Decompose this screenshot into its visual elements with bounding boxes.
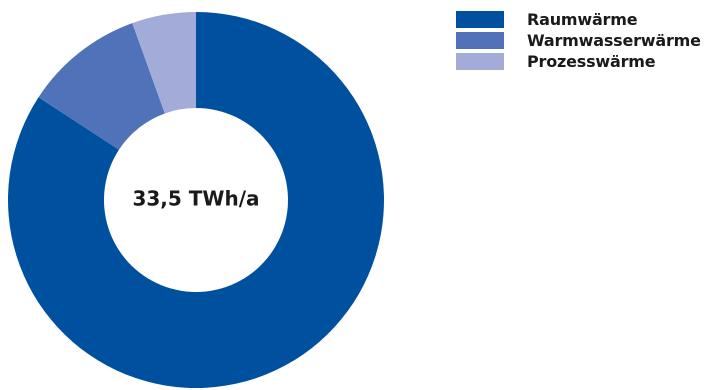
legend: Raumwärme Warmwasserwärme Prozesswärme bbox=[456, 9, 701, 72]
legend-label-warmwasserwaerme: Warmwasserwärme bbox=[527, 30, 701, 50]
legend-swatch-raumwaerme bbox=[456, 10, 504, 28]
slice-prozesswaerme bbox=[132, 12, 196, 114]
slice-warmwasserwaerme bbox=[38, 23, 165, 150]
legend-label-prozesswaerme: Prozesswärme bbox=[527, 51, 656, 71]
donut-chart: 33,5 TWh/a bbox=[7, 12, 384, 388]
center-label: 33,5 TWh/a bbox=[132, 187, 259, 211]
legend-swatch-prozesswaerme bbox=[456, 52, 504, 70]
legend-item-raumwaerme: Raumwärme bbox=[456, 9, 701, 29]
legend-label-raumwaerme: Raumwärme bbox=[527, 9, 638, 29]
slice-raumwaerme bbox=[7, 12, 384, 388]
legend-item-prozesswaerme: Prozesswärme bbox=[456, 51, 701, 71]
legend-swatch-warmwasserwaerme bbox=[456, 31, 504, 49]
legend-item-warmwasserwaerme: Warmwasserwärme bbox=[456, 30, 701, 50]
